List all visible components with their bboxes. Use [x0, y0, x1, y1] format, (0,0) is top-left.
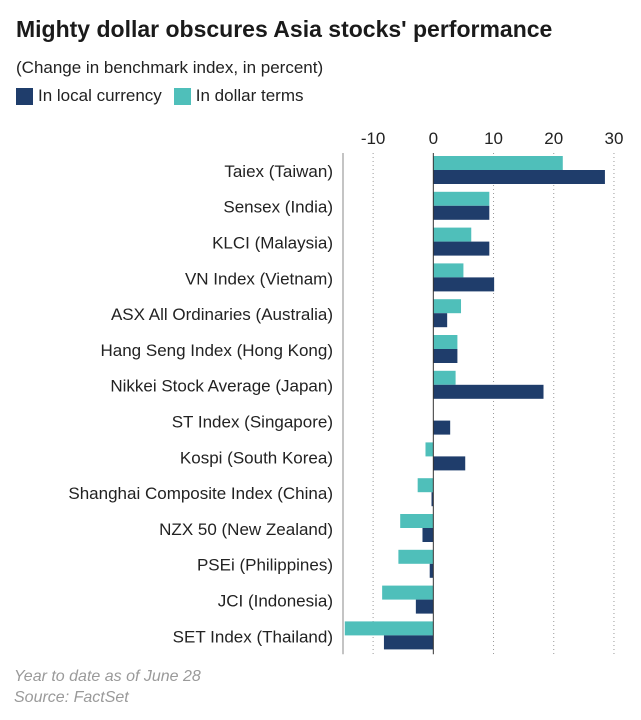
chart-subtitle: (Change in benchmark index, in percent) — [16, 58, 324, 77]
legend-label-local: In local currency — [38, 86, 162, 105]
category-label: PSEi (Philippines) — [197, 556, 333, 575]
bar-dollar — [433, 299, 462, 314]
bar-dollar — [433, 227, 472, 242]
category-label: Taiex (Taiwan) — [224, 162, 333, 181]
bar-local — [422, 528, 434, 542]
x-tick-label: 10 — [484, 129, 503, 148]
category-label: NZX 50 (New Zealand) — [159, 520, 333, 539]
legend-item-local: In local currency — [16, 86, 162, 106]
legend: In local currency In dollar terms — [16, 86, 315, 106]
legend-item-dollar: In dollar terms — [173, 86, 304, 106]
bar-dollar — [433, 156, 563, 170]
category-label: ASX All Ordinaries (Australia) — [111, 305, 333, 324]
bar-local — [431, 492, 434, 507]
bar-dollar — [400, 514, 434, 528]
category-label: Shanghai Composite Index (China) — [68, 484, 333, 503]
bar-local — [415, 599, 434, 614]
bar-local — [433, 313, 448, 328]
chart-title: Mighty dollar obscures Asia stocks' perf… — [16, 16, 553, 42]
bar-dollar — [433, 191, 490, 206]
bar-dollar — [382, 585, 434, 600]
category-label: SET Index (Thailand) — [173, 627, 333, 646]
category-label: Nikkei Stock Average (Japan) — [110, 377, 333, 396]
category-label: ST Index (Singapore) — [172, 413, 333, 432]
category-label: JCI (Indonesia) — [218, 592, 333, 611]
bar-dollar — [344, 621, 434, 636]
bar-local — [429, 563, 434, 578]
bar-dollar — [433, 263, 464, 278]
x-tick-label: 0 — [429, 129, 438, 148]
x-tick-label: -10 — [361, 129, 386, 148]
bar-dollar — [433, 370, 456, 385]
category-label: KLCI (Malaysia) — [212, 234, 333, 253]
bar-local — [433, 384, 544, 399]
bar-local — [433, 349, 458, 363]
bar-dollar — [433, 335, 458, 349]
bar-local — [433, 241, 490, 256]
category-label: VN Index (Vietnam) — [185, 269, 333, 288]
category-label: Hang Seng Index (Hong Kong) — [101, 341, 334, 360]
legend-label-dollar: In dollar terms — [195, 86, 304, 105]
legend-swatch-dollar — [173, 87, 191, 105]
bar-local — [433, 170, 605, 184]
footnote-source: Source: FactSet — [14, 689, 129, 706]
category-label: Kospi (South Korea) — [180, 448, 333, 467]
bar-local — [383, 635, 434, 650]
x-tick-label: 30 — [604, 129, 623, 148]
bar-local — [433, 277, 495, 292]
category-label: Sensex (India) — [223, 198, 333, 217]
footnote-date: Year to date as of June 28 — [14, 668, 201, 685]
legend-swatch-local — [16, 87, 33, 105]
bar-local — [433, 420, 451, 435]
x-tick-label: 20 — [544, 129, 563, 148]
bar-local — [433, 456, 466, 471]
bar-dollar — [417, 478, 434, 493]
bar-dollar — [425, 442, 434, 457]
bar-dollar — [398, 549, 434, 564]
bar-local — [433, 205, 490, 220]
